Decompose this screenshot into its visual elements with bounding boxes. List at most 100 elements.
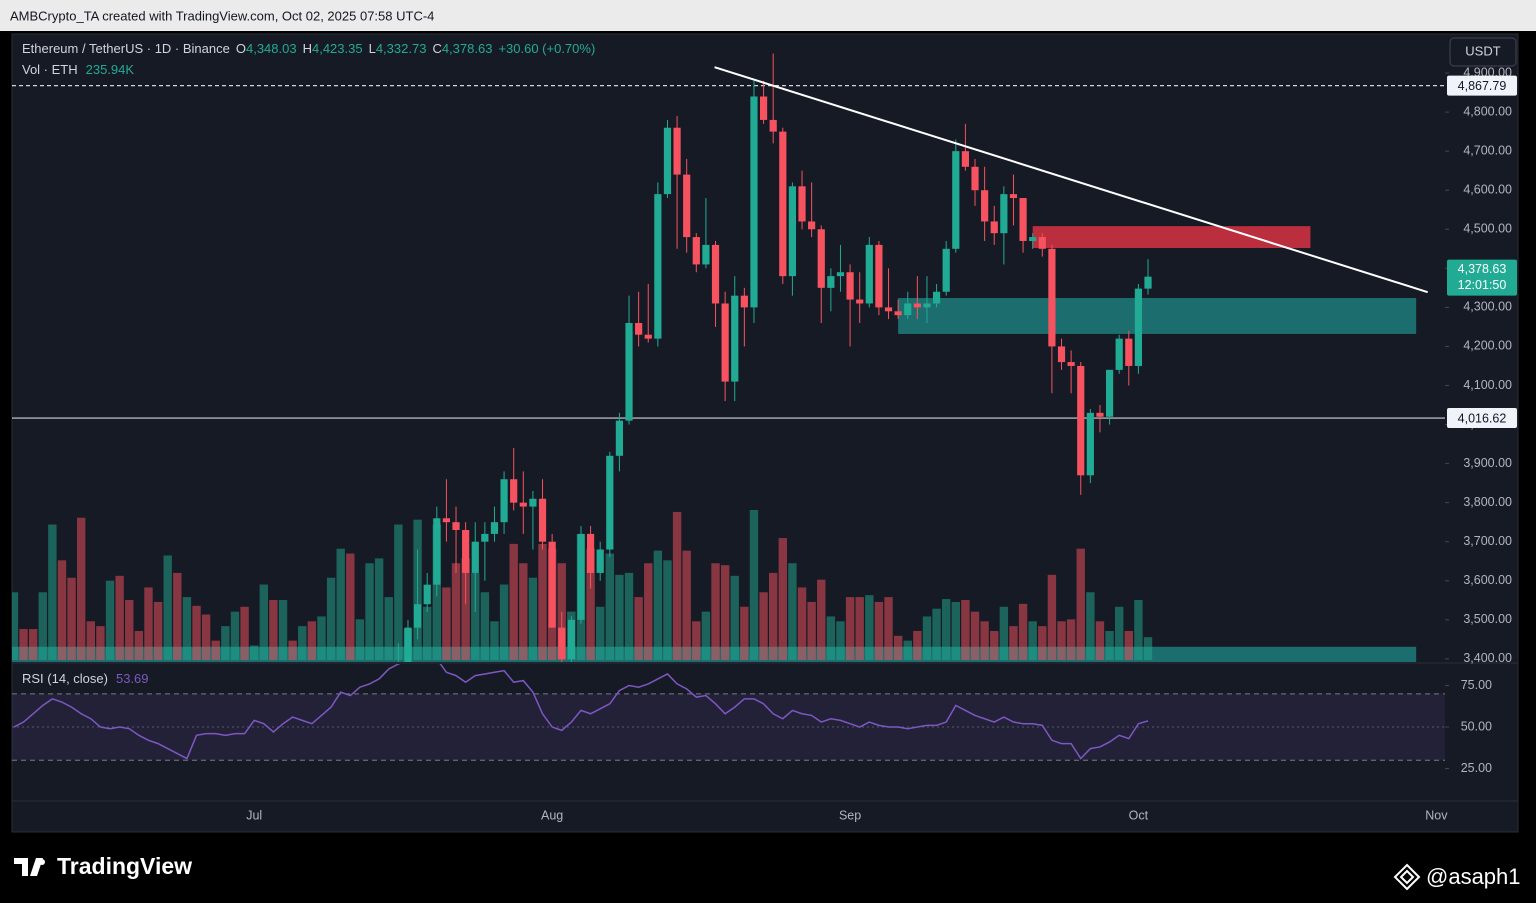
volume-bar: [797, 587, 807, 660]
volume-bar: [269, 600, 278, 660]
candle-body: [865, 244, 873, 304]
rsi-value: 53.69: [116, 671, 149, 686]
y-tick-label: 3,900.00: [1463, 456, 1512, 470]
candle-body: [481, 533, 489, 542]
volume-bar: [1076, 548, 1085, 660]
handle-icon: [1393, 863, 1421, 891]
volume-bar: [355, 619, 365, 660]
candle-body: [923, 303, 931, 308]
candle-body: [1029, 237, 1037, 241]
candle-body: [750, 96, 758, 308]
volume-bar: [259, 584, 269, 660]
candle-body: [981, 190, 989, 222]
volume-bar: [422, 606, 432, 660]
level-label: 4,016.62: [1458, 411, 1507, 425]
volume-bar: [557, 563, 566, 660]
candle-body: [798, 186, 806, 222]
candle-body: [1125, 338, 1133, 366]
candle-body: [1096, 412, 1104, 417]
candle-body: [644, 334, 652, 339]
volume-bar: [1057, 621, 1066, 660]
volume-bar: [12, 592, 19, 660]
volume-bar: [826, 616, 836, 660]
brand-logo: [14, 858, 45, 876]
currency-button[interactable]: [1449, 37, 1517, 67]
volume-bar: [1095, 621, 1105, 660]
rsi-tick-label: 25.00: [1461, 761, 1492, 775]
candle-body: [1144, 276, 1152, 289]
y-tick-label: 3,400.00: [1463, 651, 1512, 665]
volume-bar: [701, 611, 711, 660]
volume-bar: [1066, 619, 1076, 660]
candle-body: [990, 221, 998, 234]
volume-bar: [230, 611, 240, 660]
y-tick-label: 3,800.00: [1463, 495, 1512, 509]
volume-bar: [86, 621, 96, 660]
candle-body: [635, 323, 643, 335]
volume-bar: [336, 548, 345, 660]
volume-bar: [663, 560, 672, 660]
candle-body: [413, 604, 422, 628]
volume-bar: [788, 563, 797, 660]
candle-body: [452, 522, 460, 530]
y-tick-label: 4,600.00: [1463, 183, 1512, 197]
candle-body: [586, 533, 595, 573]
volume-bar: [1143, 637, 1153, 660]
candle-body: [1077, 365, 1085, 476]
volume-bar: [1047, 574, 1057, 660]
volume-bar: [1105, 630, 1114, 660]
volume-bar: [278, 600, 288, 660]
ohlc-value: 4,348.03: [246, 41, 297, 56]
y-tick-label: 4,100.00: [1463, 378, 1512, 392]
candle-body: [596, 549, 604, 573]
ohlc-value: 4,332.73: [376, 41, 427, 56]
volume-bar: [836, 621, 845, 660]
volume-bar: [913, 630, 922, 660]
y-tick-label: 4,800.00: [1463, 104, 1512, 118]
ohlc-key: L: [369, 41, 376, 56]
volume-bar: [1038, 626, 1047, 660]
volume-bar: [807, 601, 816, 660]
volume-bar: [865, 595, 874, 660]
candle-body: [731, 295, 739, 382]
candle-body: [808, 221, 816, 230]
candle-body: [1105, 369, 1114, 417]
x-tick-label: Sep: [839, 808, 861, 822]
volume-bar: [922, 616, 932, 660]
volume-bar: [595, 606, 605, 660]
volume-bar: [538, 543, 547, 660]
volume-bar: [778, 538, 788, 660]
candle-body: [1038, 237, 1046, 249]
volume-bar: [211, 640, 220, 660]
volume-bar: [740, 606, 749, 660]
volume-bar: [1086, 592, 1095, 660]
candle-body: [788, 186, 797, 277]
volume-bar: [326, 577, 336, 660]
volume-bar: [471, 572, 480, 660]
candle-body: [519, 502, 527, 507]
volume-bar: [519, 563, 528, 660]
volume-bar: [941, 599, 951, 660]
volume-bar: [1028, 621, 1037, 660]
volume-bar: [711, 563, 720, 660]
candle-body: [711, 244, 720, 304]
volume-bar: [672, 511, 682, 660]
volume-bar: [240, 606, 249, 660]
candle-body: [779, 131, 787, 277]
currency-label[interactable]: USDT: [1465, 43, 1500, 58]
candle-body: [817, 229, 825, 288]
symbol-title: Ethereum / TetherUS · 1D · Binance: [22, 41, 230, 56]
x-tick-label: Jul: [246, 808, 262, 822]
change: +30.60 (+0.70%): [498, 41, 595, 56]
volume-bar: [461, 558, 470, 660]
candle-body: [404, 627, 412, 662]
volume-bar: [394, 524, 403, 660]
volume-bar: [192, 605, 201, 660]
candle-body: [490, 522, 499, 534]
handle: @asaph1: [1426, 864, 1521, 889]
volume-bar: [221, 626, 230, 660]
candle-body: [952, 151, 960, 249]
candle-body: [827, 276, 835, 288]
candle-body: [1019, 198, 1027, 241]
